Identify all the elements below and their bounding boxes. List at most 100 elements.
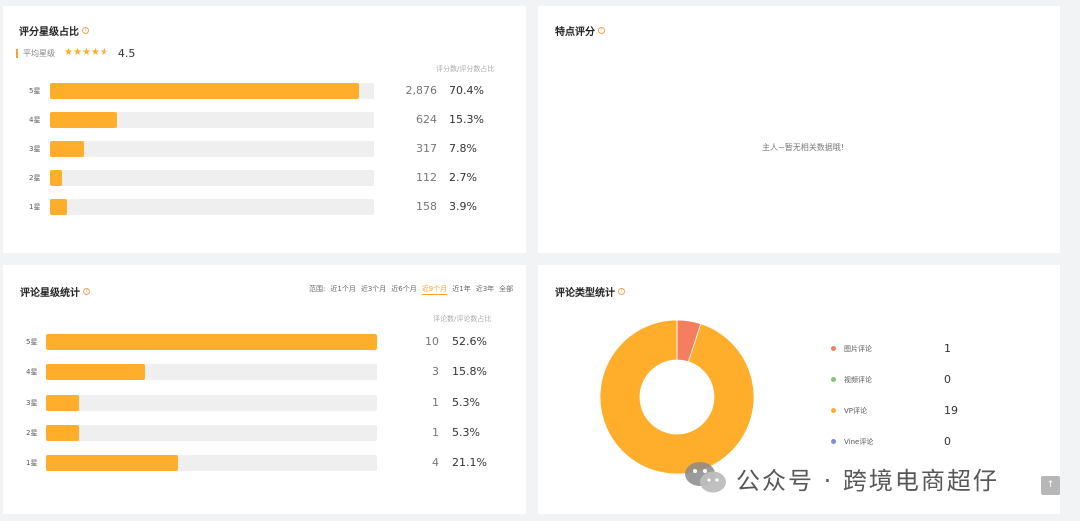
rating-row-label: 4星 [29, 116, 41, 124]
review-row-percent: 21.1% [452, 456, 487, 470]
feature-score-title-text: 特点评分 [555, 27, 595, 38]
star-icon: ★ [72, 47, 82, 58]
review-row-count: 1 [432, 395, 439, 409]
review-bar-fill [46, 334, 377, 350]
review-row-label: 5星 [26, 338, 38, 346]
rating-row-label: 1星 [29, 203, 41, 211]
rating-bar-fill [50, 112, 118, 128]
review-row-count: 10 [425, 335, 439, 348]
legend-dot-icon [831, 408, 836, 413]
rating-bar-fill [50, 170, 62, 186]
review-bar-track [46, 455, 377, 472]
legend-item[interactable]: VP评论 19 [831, 404, 971, 418]
legend-value: 19 [944, 404, 958, 417]
legend-item[interactable]: 图片评论 1 [831, 342, 971, 356]
legend-value: 0 [944, 435, 951, 448]
star-icon: ★ [90, 47, 100, 58]
review-row-count: 1 [432, 425, 439, 439]
watermark-text: 公众号 · 跨境电商超仔 [736, 466, 999, 495]
rating-share-title: 评分星级占比 ? [19, 23, 89, 38]
legend-label: Vine评论 [844, 438, 874, 446]
rating-bar-track [50, 141, 374, 157]
rating-row-label: 3星 [29, 145, 41, 153]
rating-row-count: 624 [416, 113, 437, 126]
rating-share-title-text: 评分星级占比 [19, 27, 79, 38]
rating-row-count: 2,876 [405, 84, 438, 97]
range-option-1y[interactable]: 近1年 [452, 285, 471, 293]
rating-row-percent: 2.7% [449, 171, 477, 184]
accent-bar [16, 48, 18, 58]
review-type-title: 评论类型统计 ? [555, 284, 625, 299]
range-selector: 范围: 近1个月 近3个月 近6个月 近9个月 近1年 近3年 全部 [309, 284, 513, 295]
review-row-percent: 5.3% [452, 395, 480, 409]
review-bar-track [46, 334, 377, 350]
legend-label: 视频评论 [844, 376, 872, 384]
range-label: 范围: [309, 285, 326, 293]
review-stats-card [3, 265, 526, 514]
rating-row-label: 2星 [29, 174, 41, 182]
range-option-1m[interactable]: 近1个月 [330, 285, 356, 293]
help-icon[interactable]: ? [82, 27, 89, 34]
range-option-3m[interactable]: 近3个月 [360, 285, 387, 293]
review-bar-track [46, 424, 377, 441]
review-row-percent: 52.6% [452, 335, 487, 348]
review-row-percent: 5.3% [452, 425, 480, 439]
review-row-label: 1星 [26, 459, 38, 468]
review-row-percent: 15.8% [452, 365, 487, 379]
empty-state-text: 主人~暂无相关数据哦! [762, 143, 844, 152]
rating-row: 3星 317 7.8% [0, 139, 1080, 159]
legend-item[interactable]: Vine评论 0 [831, 435, 971, 449]
legend-item[interactable]: 视频评论 0 [831, 373, 971, 387]
feature-score-card [538, 6, 1060, 253]
rating-bar-track [50, 112, 374, 128]
rating-bar-track [50, 170, 374, 186]
review-bar-fill [46, 364, 146, 381]
rating-row-count: 317 [416, 142, 437, 155]
range-option-6m[interactable]: 近6个月 [391, 285, 417, 293]
feature-score-title: 特点评分 ? [555, 23, 605, 38]
rating-bar-track [50, 83, 374, 99]
review-type-donut-chart [599, 319, 755, 475]
help-icon[interactable]: ? [598, 27, 605, 34]
review-bar-fill [46, 455, 179, 472]
star-icon: ★ [64, 47, 73, 58]
review-row-count: 3 [432, 365, 439, 379]
rating-row-percent: 3.9% [449, 200, 477, 213]
rating-row-count: 112 [416, 171, 437, 184]
review-row: 5星 10 52.6% [0, 332, 1080, 352]
wechat-icon [684, 460, 728, 496]
rating-row-label: 5星 [29, 87, 41, 95]
rating-row: 1星 158 3.9% [0, 197, 1080, 217]
rating-bar-fill [50, 83, 360, 99]
rating-row-percent: 15.3% [449, 113, 484, 126]
legend-dot-icon [831, 346, 836, 351]
review-stats-title: 评论星级统计 ? [20, 284, 90, 299]
rating-bar-track [50, 199, 374, 215]
review-column-header: 评论数/评论数占比 [433, 315, 492, 323]
legend-dot-icon [831, 439, 836, 444]
review-row-label: 2星 [26, 428, 38, 437]
scroll-to-top-button[interactable]: ↑ [1041, 476, 1060, 495]
rating-row: 4星 624 15.3% [0, 110, 1080, 130]
review-row: 3星 1 5.3% [0, 393, 1080, 413]
range-option-3y[interactable]: 近3年 [475, 285, 495, 293]
average-rating: 平均星级 ★ ★ ★ ★ ★ 4.5 [16, 46, 135, 60]
help-icon[interactable]: ? [618, 288, 625, 295]
range-option-all[interactable]: 全部 [499, 285, 514, 293]
review-row-label: 4星 [26, 368, 38, 377]
legend-label: VP评论 [844, 407, 868, 415]
rating-bar-fill [50, 199, 67, 215]
review-row-count: 4 [432, 456, 439, 470]
review-bar-fill [46, 394, 80, 411]
legend-value: 1 [944, 342, 951, 355]
donut-slice-2[interactable] [599, 319, 755, 475]
star-icon: ★ [81, 47, 91, 58]
legend-value: 0 [944, 373, 951, 386]
review-type-title-text: 评论类型统计 [555, 288, 615, 299]
rating-column-header: 评分数/评分数占比 [436, 65, 495, 73]
legend-dot-icon [831, 377, 836, 382]
range-option-9m[interactable]: 近9个月 [421, 285, 448, 295]
help-icon[interactable]: ? [83, 288, 90, 295]
review-stats-title-text: 评论星级统计 [20, 288, 80, 299]
legend-label: 图片评论 [844, 345, 872, 353]
